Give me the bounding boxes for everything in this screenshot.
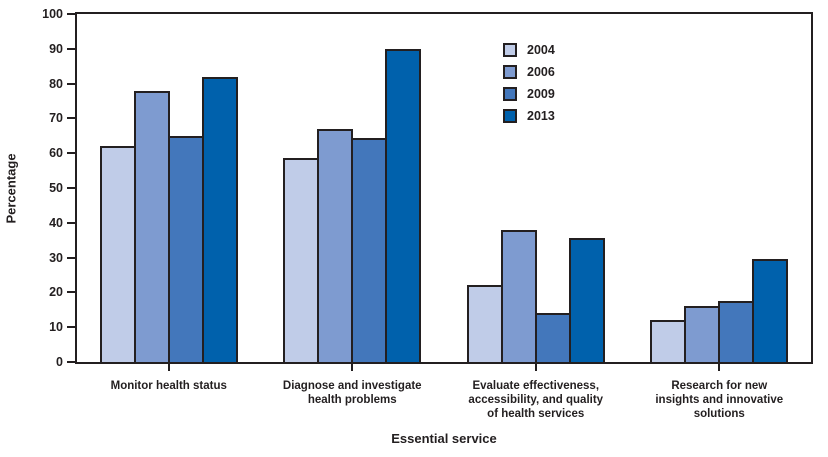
legend-item: 2004 bbox=[503, 43, 555, 57]
legend-label: 2006 bbox=[527, 65, 555, 79]
y-tick-label: 90 bbox=[49, 41, 63, 56]
x-axis-title: Essential service bbox=[391, 431, 497, 446]
bar-2009 bbox=[351, 137, 388, 362]
y-tick-label: 20 bbox=[49, 285, 63, 300]
plot-area: 2004 2006 2009 2013 0 10 20 30 40 50 60 70 80 90 100 bbox=[42, 7, 813, 371]
y-tick-mark bbox=[67, 13, 75, 15]
bar-2013 bbox=[201, 76, 238, 362]
category-label: Monitor health status bbox=[77, 379, 261, 421]
y-tick-label: 30 bbox=[49, 250, 63, 265]
legend: 2004 2006 2009 2013 bbox=[503, 43, 555, 131]
category-label: Research for new insights and innovative s… bbox=[628, 379, 812, 421]
y-tick-mark bbox=[67, 187, 75, 189]
bar-2004 bbox=[466, 285, 503, 362]
y-tick-mark bbox=[67, 291, 75, 294]
y-tick-label: 10 bbox=[49, 320, 63, 335]
legend-label: 2009 bbox=[527, 87, 555, 101]
y-tick-mark bbox=[67, 47, 75, 50]
y-tick-label: 80 bbox=[49, 76, 63, 91]
y-tick-label: 50 bbox=[49, 181, 63, 195]
y-axis-title: Percentage bbox=[0, 12, 31, 364]
bar-2004 bbox=[283, 158, 320, 362]
bar-group bbox=[628, 14, 812, 362]
category-label-line: accessibility, and quality bbox=[468, 394, 604, 406]
category-label-line: Research for new bbox=[671, 380, 768, 392]
legend-label: 2004 bbox=[527, 43, 555, 57]
bar-group bbox=[77, 14, 261, 362]
y-tick-label: 60 bbox=[49, 146, 63, 161]
y-tick-mark bbox=[67, 82, 75, 85]
x-tick-mark bbox=[534, 364, 537, 371]
y-tick-mark bbox=[67, 361, 75, 363]
y-tick-mark bbox=[67, 221, 75, 224]
category-label-line: insights and innovative bbox=[655, 394, 784, 406]
bar-2009 bbox=[167, 135, 204, 362]
legend-item: 2006 bbox=[503, 65, 555, 79]
y-axis-title-text: Percentage bbox=[3, 152, 19, 224]
x-tick-mark bbox=[718, 364, 721, 371]
category-label-line: health problems bbox=[307, 394, 397, 406]
bar-2009 bbox=[718, 301, 755, 362]
legend-swatch bbox=[503, 109, 517, 123]
bar-2006 bbox=[133, 90, 170, 362]
category-label-line: of health services bbox=[487, 408, 585, 420]
bar-2013 bbox=[752, 259, 789, 362]
category-label-line: Evaluate effectiveness, bbox=[472, 380, 600, 392]
bar-2006 bbox=[500, 229, 537, 362]
category-label: Diagnose and investigate health problems bbox=[261, 379, 445, 421]
bar-2013 bbox=[385, 48, 422, 362]
y-tick-label: 100 bbox=[42, 7, 63, 21]
category-label-line: Monitor health status bbox=[110, 380, 227, 392]
legend-swatch bbox=[503, 65, 517, 79]
category-label-line: solutions bbox=[693, 408, 745, 420]
bar-2006 bbox=[684, 306, 721, 362]
y-tick-mark bbox=[67, 117, 75, 120]
bar-2004 bbox=[650, 320, 687, 362]
category-labels: Monitor health status Diagnose and invest… bbox=[77, 379, 811, 421]
bar-2013 bbox=[568, 238, 605, 362]
bar-group bbox=[444, 14, 628, 362]
y-tick-label: 70 bbox=[49, 111, 63, 126]
legend-swatch bbox=[503, 43, 517, 57]
y-tick-mark bbox=[67, 152, 75, 155]
y-tick-label: 0 bbox=[56, 355, 63, 369]
bar-2009 bbox=[534, 313, 571, 362]
legend-item: 2013 bbox=[503, 109, 555, 123]
x-tick-mark bbox=[167, 364, 170, 371]
legend-item: 2009 bbox=[503, 87, 555, 101]
bar-group bbox=[261, 14, 445, 362]
y-tick-label: 40 bbox=[49, 215, 63, 230]
bar-2006 bbox=[317, 128, 354, 362]
legend-swatch bbox=[503, 87, 517, 101]
legend-label: 2013 bbox=[527, 109, 555, 123]
y-tick-mark bbox=[67, 326, 75, 329]
bar-groups bbox=[77, 14, 811, 362]
category-label-line: Diagnose and investigate bbox=[282, 380, 422, 392]
bar-2004 bbox=[99, 146, 136, 362]
category-label: Evaluate effectiveness, accessibility, an… bbox=[444, 379, 628, 421]
x-tick-mark bbox=[351, 364, 354, 371]
y-tick-mark bbox=[67, 256, 75, 259]
